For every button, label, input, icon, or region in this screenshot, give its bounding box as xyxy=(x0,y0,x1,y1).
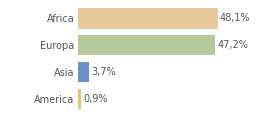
Bar xyxy=(78,35,215,55)
Bar xyxy=(78,8,218,29)
Text: 0,9%: 0,9% xyxy=(83,94,108,104)
Bar xyxy=(78,89,81,109)
Text: 3,7%: 3,7% xyxy=(92,67,116,77)
Text: 47,2%: 47,2% xyxy=(218,40,248,50)
Text: 48,1%: 48,1% xyxy=(220,13,251,23)
Bar xyxy=(78,62,89,82)
